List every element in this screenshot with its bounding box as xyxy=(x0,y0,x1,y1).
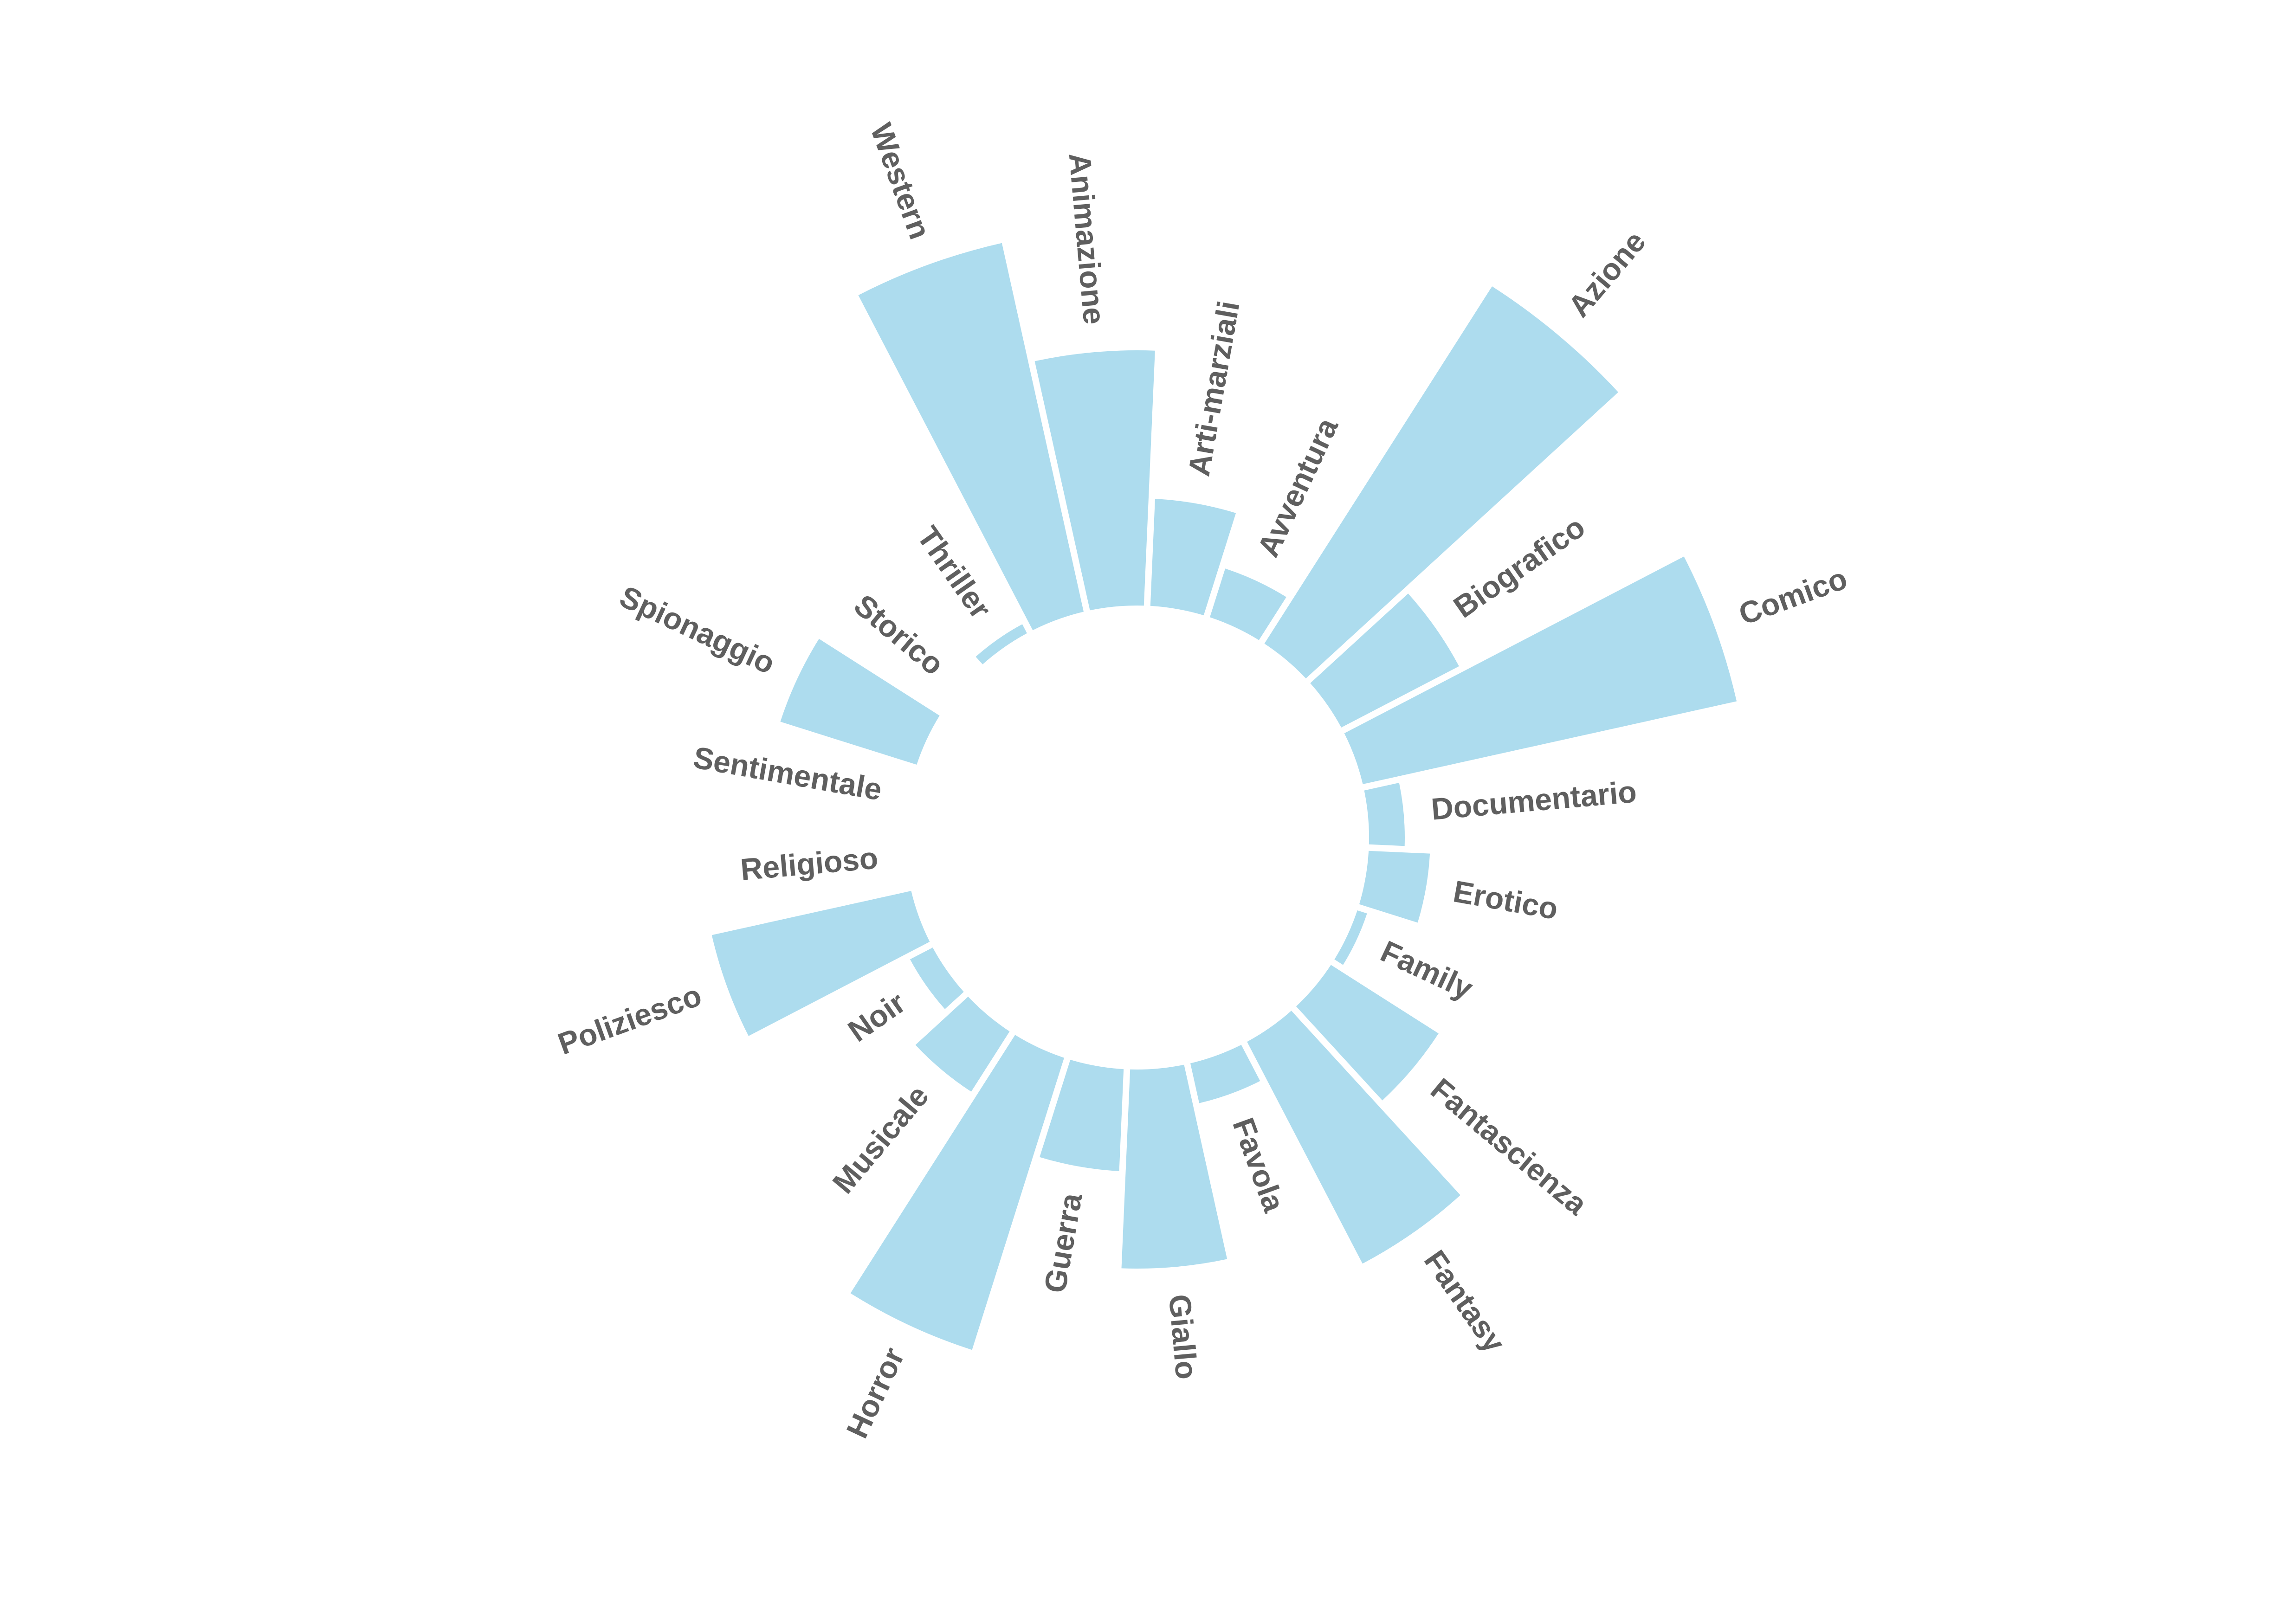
bar-noir xyxy=(910,947,964,1009)
label-family: Family xyxy=(1376,934,1478,1006)
bar-biografico xyxy=(1310,593,1459,728)
bar-animazione xyxy=(1034,350,1155,611)
label-favola: Favola xyxy=(1226,1113,1292,1217)
label-erotico: Erotico xyxy=(1451,874,1561,926)
bar-avventura xyxy=(1210,568,1286,640)
label-azione: Azione xyxy=(1561,225,1652,323)
label-poliziesco: Poliziesco xyxy=(553,978,706,1061)
bar-fantascienza xyxy=(1296,965,1439,1101)
label-fantasy: Fantasy xyxy=(1418,1244,1512,1359)
label-spionaggio: Spionaggio xyxy=(614,579,780,681)
label-documentario: Documentario xyxy=(1430,774,1638,826)
label-western: Western xyxy=(864,119,937,244)
label-musicale: Musicale xyxy=(826,1079,935,1200)
bar-arti-marziali xyxy=(1150,499,1236,616)
bar-western xyxy=(858,243,1084,631)
bar-fantasy xyxy=(1247,1011,1460,1264)
label-giallo: Giallo xyxy=(1163,1293,1204,1380)
bar-erotico xyxy=(1359,851,1430,923)
bar-spionaggio xyxy=(780,638,940,765)
label-sentimentale: Sentimentale xyxy=(691,740,884,807)
label-animazione: Animazione xyxy=(1063,152,1112,326)
label-guerra: Guerra xyxy=(1037,1190,1089,1295)
label-avventura: Avventura xyxy=(1251,412,1345,562)
bar-musicale xyxy=(915,996,1010,1092)
bar-giallo xyxy=(1121,1064,1227,1269)
bar-guerra xyxy=(1040,1059,1124,1171)
label-noir: Noir xyxy=(842,985,912,1048)
bar-poliziesco xyxy=(711,891,930,1036)
bars-layer xyxy=(711,243,1737,1350)
label-horror: Horror xyxy=(840,1342,911,1443)
label-arti-marziali: Arti-marziali xyxy=(1181,298,1246,478)
bar-horror xyxy=(850,1035,1064,1350)
label-comico: Comico xyxy=(1734,561,1852,632)
bar-thriller xyxy=(975,624,1027,664)
bar-family xyxy=(1334,910,1367,965)
label-religioso: Religioso xyxy=(739,840,879,887)
bar-favola xyxy=(1190,1044,1260,1103)
bar-azione xyxy=(1264,286,1618,679)
bar-documentario xyxy=(1364,783,1405,846)
bar-comico xyxy=(1344,556,1737,784)
